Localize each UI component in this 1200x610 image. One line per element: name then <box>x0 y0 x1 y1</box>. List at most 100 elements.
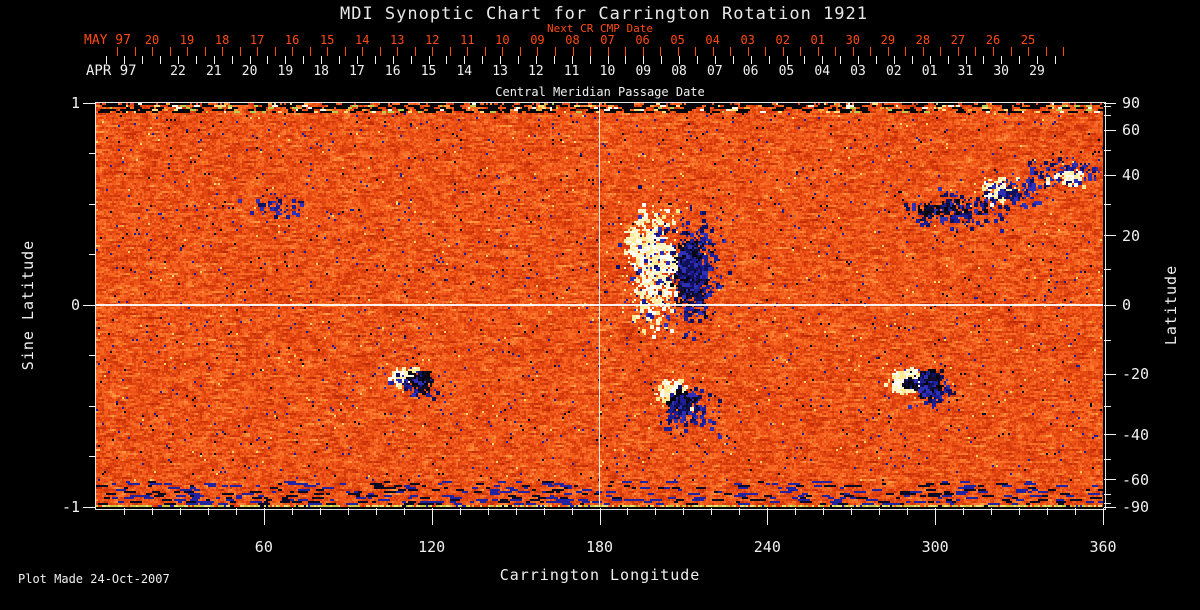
latitude-major-tick <box>1104 373 1116 375</box>
next-cr-axis-tick-label: 26 <box>985 33 1001 47</box>
next-cr-axis-tick-label: 29 <box>880 33 896 47</box>
next-cr-axis-tick <box>467 47 469 56</box>
latitude-major-tick <box>1104 174 1116 176</box>
cmp-axis-tick <box>732 56 734 64</box>
next-cr-axis-tick-label: 19 <box>179 33 195 47</box>
cmp-axis-tick <box>392 56 394 64</box>
cmp-axis-tick-label: 16 <box>384 64 401 79</box>
longitude-tick-label: 300 <box>921 538 949 556</box>
next-cr-axis-tick <box>484 47 486 56</box>
cmp-axis-tick <box>768 56 770 64</box>
next-cr-axis-tick <box>800 47 802 56</box>
longitude-minor-tick <box>347 508 349 515</box>
next-cr-axis-tick <box>870 47 872 56</box>
next-cr-axis-tick-label: 12 <box>425 33 440 47</box>
latitude-tick-label: 60 <box>1122 121 1141 140</box>
next-cr-cmp-date-axis-label: Next CR CMP Date <box>547 22 653 35</box>
next-cr-axis-tick-label: 09 <box>530 33 545 47</box>
latitude-minor-tick <box>1104 269 1111 271</box>
next-cr-axis-tick <box>1063 47 1065 56</box>
cmp-axis-tick-label: 01 <box>921 64 938 79</box>
next-cr-axis-tick <box>449 47 451 56</box>
latitude-tick-label: -60 <box>1122 470 1150 489</box>
next-cr-axis-tick-label: 15 <box>319 33 335 47</box>
longitude-minor-tick <box>207 508 209 515</box>
sine-latitude-minor-tick <box>89 405 96 407</box>
cmp-axis-tick <box>822 56 824 64</box>
longitude-minor-tick <box>795 508 797 515</box>
plot-made-timestamp: Plot Made 24-Oct-2007 <box>18 572 170 586</box>
next-cr-axis-tick-label: 10 <box>495 33 510 47</box>
cmp-axis-tick <box>500 56 502 64</box>
cmp-axis-tick-label: 18 <box>313 64 329 79</box>
longitude-minor-tick <box>879 508 881 515</box>
sine-latitude-major-tick <box>83 102 96 104</box>
next-cr-axis-tick <box>712 47 714 56</box>
next-cr-axis-tick <box>134 47 136 56</box>
latitude-tick-label: 90 <box>1122 94 1141 112</box>
cmp-axis-tick <box>464 56 466 64</box>
sine-latitude-minor-tick <box>89 203 96 205</box>
longitude-minor-tick <box>851 508 853 515</box>
latitude-major-tick <box>1104 235 1116 237</box>
latitude-tick-label: 40 <box>1122 166 1141 185</box>
cmp-axis-tick <box>625 56 627 64</box>
next-cr-month-label: MAY 97 <box>84 33 131 48</box>
longitude-major-tick <box>935 508 937 525</box>
cmp-axis-tick <box>679 56 681 64</box>
cmp-axis-tick <box>714 56 716 64</box>
longitude-minor-tick <box>319 508 321 515</box>
latitude-minor-tick <box>1104 114 1111 116</box>
next-cr-axis-tick <box>152 47 154 56</box>
cmp-axis-tick <box>911 56 913 64</box>
next-cr-axis-tick <box>379 47 381 56</box>
sine-latitude-tick-label: -1 <box>61 498 80 516</box>
next-cr-axis-tick <box>204 47 206 56</box>
equator-gridline <box>96 304 1103 306</box>
longitude-minor-tick <box>683 508 685 515</box>
cmp-axis-tick <box>124 56 126 64</box>
next-cr-axis-tick <box>852 47 854 56</box>
next-cr-axis-tick <box>677 47 679 56</box>
next-cr-axis-tick <box>432 47 434 56</box>
cmp-axis-tick <box>142 56 144 64</box>
next-cr-axis-tick <box>905 47 907 56</box>
longitude-tick-label: 60 <box>254 538 273 556</box>
sine-latitude-minor-tick <box>89 254 96 255</box>
cmp-axis-tick <box>160 56 161 64</box>
cmp-axis-tick <box>321 56 323 64</box>
next-cr-axis-tick <box>117 47 118 56</box>
latitude-minor-tick <box>1104 503 1111 505</box>
latitude-minor-tick <box>1104 203 1111 205</box>
longitude-minor-tick <box>403 508 405 515</box>
latitude-minor-tick <box>1104 494 1111 496</box>
latitude-major-tick <box>1104 434 1116 436</box>
next-cr-axis-tick <box>537 47 539 56</box>
cmp-axis-tick <box>177 56 179 64</box>
cmp-month-label: APR 97 <box>86 63 137 79</box>
cmp-axis-tick-label: 07 <box>707 64 723 79</box>
cmp-axis-tick <box>267 56 269 64</box>
next-cr-axis-tick-label: 17 <box>249 33 265 47</box>
longitude-major-tick <box>1103 508 1104 525</box>
cmp-axis-tick <box>374 56 376 64</box>
latitude-major-tick <box>1104 129 1116 131</box>
longitude-minor-tick <box>1019 508 1021 515</box>
longitude-tick-label: 240 <box>753 538 781 556</box>
longitude-major-tick <box>263 508 265 525</box>
next-cr-axis-tick-label: 20 <box>144 33 160 47</box>
sine-latitude-major-tick <box>83 506 96 508</box>
latitude-major-tick <box>1104 506 1116 508</box>
cmp-axis-tick-label: 21 <box>205 64 222 79</box>
next-cr-axis-tick <box>782 47 784 56</box>
cmp-axis-tick <box>840 56 842 64</box>
cmp-axis-tick <box>965 56 967 64</box>
cmp-axis-tick-label: 22 <box>170 64 186 79</box>
next-cr-axis-tick <box>590 47 592 56</box>
next-cr-axis-tick-label: 13 <box>390 33 405 47</box>
next-cr-axis-tick-label: 18 <box>214 33 230 47</box>
next-cr-axis-tick <box>747 47 749 56</box>
next-cr-axis-tick <box>274 47 276 56</box>
next-cr-axis-tick-label: 07 <box>600 33 615 47</box>
